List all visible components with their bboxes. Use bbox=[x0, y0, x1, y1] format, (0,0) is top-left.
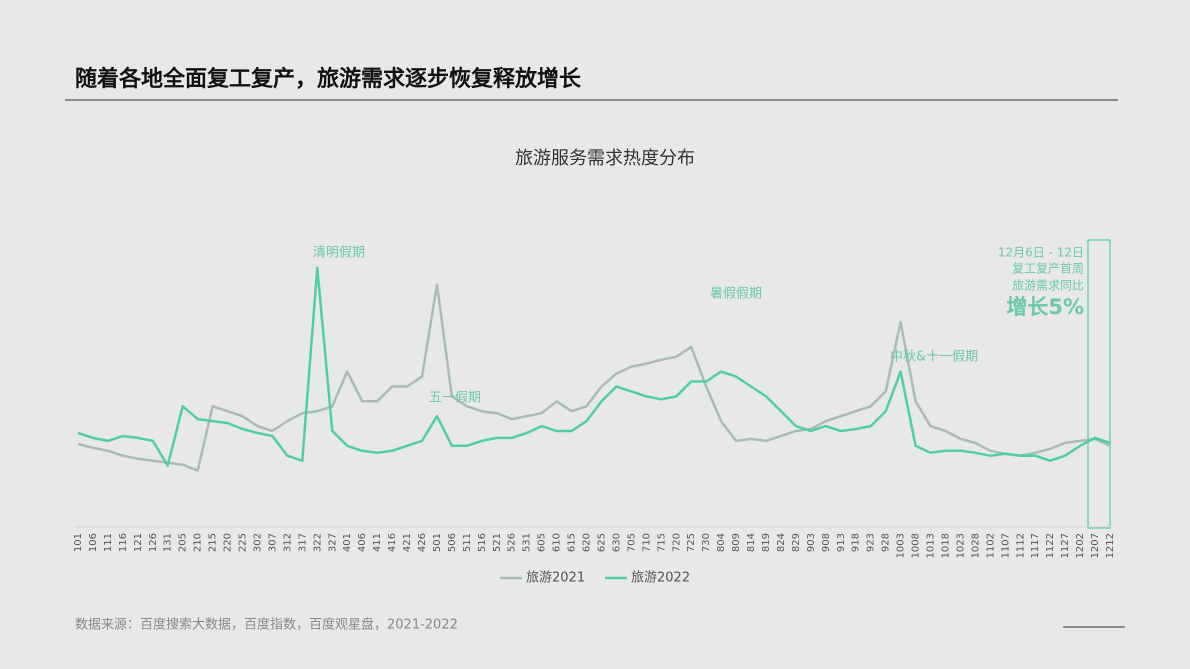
x-tick-label: 923 bbox=[866, 533, 877, 552]
chart-title: 旅游服务需求热度分布 bbox=[515, 148, 695, 169]
x-tick-label: 809 bbox=[731, 533, 742, 552]
x-tick-label: 126 bbox=[148, 533, 159, 552]
x-tick-label: 416 bbox=[387, 533, 398, 552]
x-tick-label: 1212 bbox=[1105, 533, 1116, 558]
x-tick-label: 625 bbox=[596, 533, 607, 552]
x-tick-label: 101 bbox=[73, 533, 84, 552]
callout-text: 增长5% bbox=[1006, 295, 1084, 319]
x-tick-label: 406 bbox=[357, 533, 368, 552]
x-tick-label: 1102 bbox=[985, 533, 996, 558]
x-tick-label: 814 bbox=[746, 533, 757, 552]
x-tick-label: 1028 bbox=[970, 533, 981, 558]
annotation: 暑假假期 bbox=[710, 287, 762, 302]
x-tick-label: 903 bbox=[806, 533, 817, 552]
x-tick-label: 1122 bbox=[1045, 533, 1056, 558]
x-tick-label: 720 bbox=[671, 533, 682, 552]
x-tick-label: 225 bbox=[238, 533, 249, 552]
x-tick-label: 928 bbox=[881, 533, 892, 552]
x-tick-label: 819 bbox=[761, 533, 772, 552]
x-tick-label: 1117 bbox=[1030, 533, 1041, 558]
x-tick-label: 511 bbox=[462, 533, 473, 552]
callout-text: 复工复产首周 bbox=[1012, 262, 1084, 276]
x-tick-label: 710 bbox=[641, 533, 652, 552]
source: 数据来源：百度搜索大数据，百度指数，百度观星盘，2021-2022 bbox=[75, 617, 458, 633]
x-tick-label: 908 bbox=[821, 533, 832, 552]
annotation: 中秋&十一假期 bbox=[890, 350, 978, 365]
x-tick-label: 106 bbox=[88, 533, 99, 552]
callout-text: 12月6日 - 12日 bbox=[998, 246, 1084, 260]
x-tick-label: 913 bbox=[836, 533, 847, 552]
x-tick-label: 302 bbox=[252, 533, 263, 552]
x-tick-label: 317 bbox=[297, 533, 308, 552]
x-tick-label: 1207 bbox=[1090, 533, 1101, 558]
x-tick-label: 1112 bbox=[1015, 533, 1026, 558]
x-tick-label: 730 bbox=[701, 533, 712, 552]
x-tick-label: 531 bbox=[522, 533, 533, 552]
x-tick-label: 1107 bbox=[1000, 533, 1011, 558]
x-tick-label: 1127 bbox=[1060, 533, 1071, 558]
x-tick-label: 1003 bbox=[896, 533, 907, 558]
x-tick-label: 111 bbox=[103, 533, 114, 552]
x-tick-label: 725 bbox=[686, 533, 697, 552]
highlight-box bbox=[1087, 239, 1111, 529]
x-tick-label: 918 bbox=[851, 533, 862, 552]
x-tick-label: 131 bbox=[163, 533, 174, 552]
x-tick-label: 312 bbox=[282, 533, 293, 552]
callout-text: 旅游需求同比 bbox=[1012, 279, 1084, 293]
annotation: 五一假期 bbox=[429, 391, 481, 406]
x-tick-label: 210 bbox=[193, 533, 204, 552]
x-tick-label: 705 bbox=[626, 533, 637, 552]
x-tick-label: 307 bbox=[267, 533, 278, 552]
x-tick-label: 526 bbox=[507, 533, 518, 552]
page-title: 随着各地全面复工复产，旅游需求逐步恢复释放增长 bbox=[75, 66, 582, 92]
x-tick-label: 1008 bbox=[911, 533, 922, 558]
x-tick-label: 516 bbox=[477, 533, 488, 552]
legend-label: 旅游2022 bbox=[631, 571, 690, 586]
x-tick-label: 1018 bbox=[940, 533, 951, 558]
legend-label: 旅游2021 bbox=[526, 571, 585, 586]
x-tick-label: 1202 bbox=[1075, 533, 1086, 558]
x-tick-label: 426 bbox=[417, 533, 428, 552]
x-tick-label: 215 bbox=[208, 533, 219, 552]
x-tick-label: 506 bbox=[447, 533, 458, 552]
annotation: 清明假期 bbox=[313, 246, 365, 261]
x-tick-label: 715 bbox=[656, 533, 667, 552]
line-series bbox=[77, 266, 1111, 467]
x-tick-label: 121 bbox=[133, 533, 144, 552]
x-tick-label: 327 bbox=[327, 533, 338, 552]
x-tick-label: 322 bbox=[312, 533, 323, 552]
x-tick-label: 421 bbox=[402, 533, 413, 552]
x-tick-label: 610 bbox=[552, 533, 563, 552]
x-tick-label: 501 bbox=[432, 533, 443, 552]
line-series bbox=[77, 283, 1111, 472]
x-tick-label: 824 bbox=[776, 533, 787, 552]
x-tick-label: 1023 bbox=[955, 533, 966, 558]
x-tick-label: 620 bbox=[582, 533, 593, 552]
x-tick-label: 521 bbox=[492, 533, 503, 552]
x-tick-label: 630 bbox=[611, 533, 622, 552]
x-tick-label: 615 bbox=[567, 533, 578, 552]
x-tick-label: 605 bbox=[537, 533, 548, 552]
x-tick-label: 205 bbox=[178, 533, 189, 552]
x-tick-label: 116 bbox=[118, 533, 129, 552]
x-tick-label: 401 bbox=[342, 533, 353, 552]
x-tick-label: 1013 bbox=[926, 533, 937, 558]
x-tick-label: 411 bbox=[372, 533, 383, 552]
x-tick-label: 220 bbox=[223, 533, 234, 552]
x-tick-label: 804 bbox=[716, 533, 727, 552]
x-tick-label: 829 bbox=[791, 533, 802, 552]
